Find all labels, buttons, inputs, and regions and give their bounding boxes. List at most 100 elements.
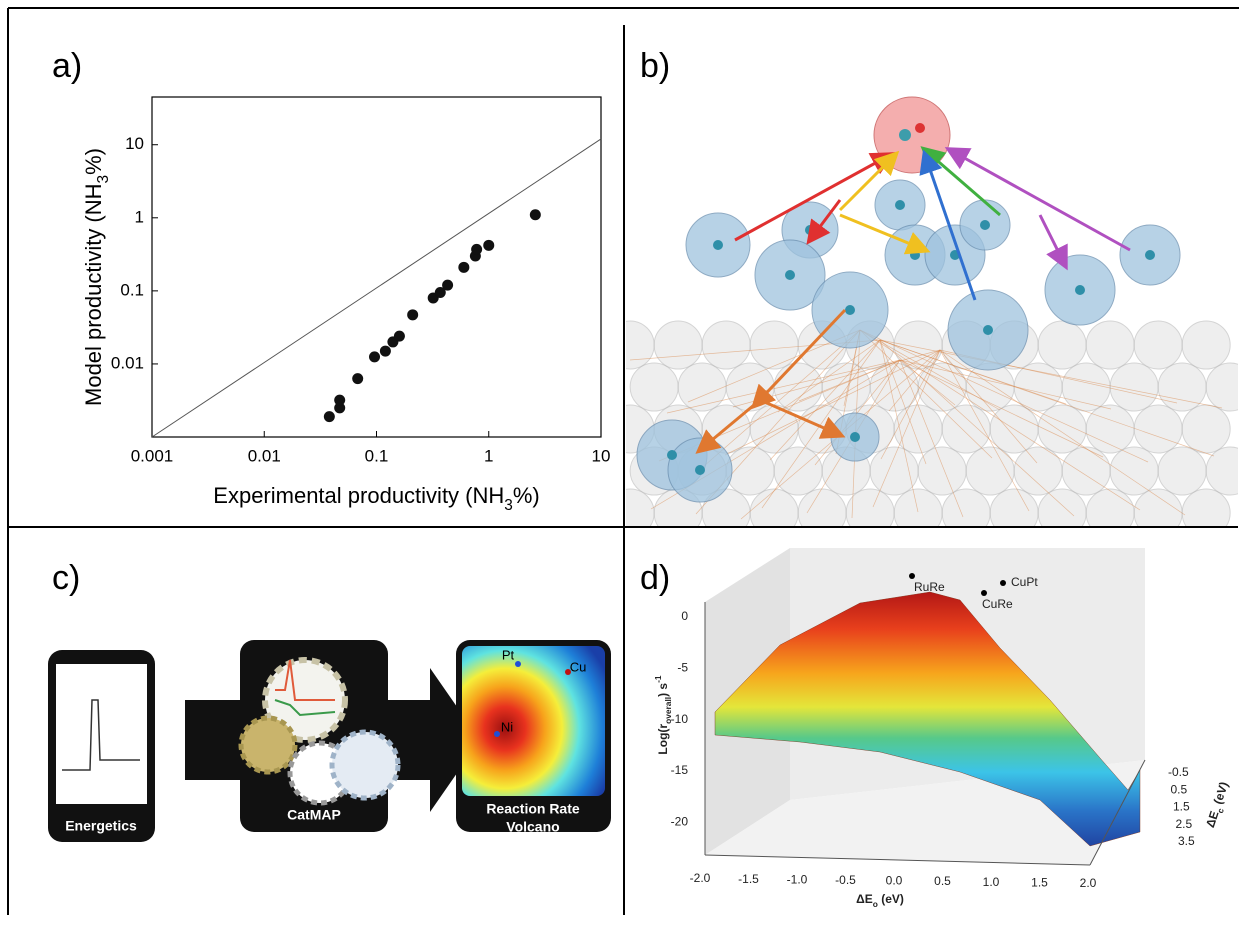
substrate-sphere <box>1182 405 1230 453</box>
z-axis-label-part: overall <box>663 697 673 724</box>
substrate-sphere <box>750 489 798 537</box>
substrate-sphere <box>1158 363 1206 411</box>
step-label: Energetics <box>65 818 137 834</box>
x-tick-label: 0.01 <box>248 446 281 465</box>
substrate-sphere <box>750 321 798 369</box>
x-axis-label: Experimental productivity (NH3%) <box>213 483 539 514</box>
substrate-sphere <box>894 489 942 537</box>
plot-frame <box>152 97 601 437</box>
data-point <box>458 262 469 273</box>
depth-tick-label: 3.5 <box>1178 834 1195 848</box>
substrate-sphere <box>1086 321 1134 369</box>
x-tick-label: 0.0 <box>886 874 903 888</box>
atom <box>1145 250 1155 260</box>
x-tick-label: 1.5 <box>1031 875 1048 889</box>
panel-label: b) <box>640 47 670 85</box>
substrate-sphere <box>726 447 774 495</box>
substrate-sphere <box>1086 489 1134 537</box>
substrate-sphere <box>846 489 894 537</box>
figure: a) b) c) d) Energetics CatMAP Reaction R… <box>0 0 1239 925</box>
step-label: CatMAP <box>287 807 341 823</box>
data-point <box>407 309 418 320</box>
x-axis-label-part: (eV) <box>878 892 904 906</box>
y-tick-label: 0.1 <box>120 280 144 299</box>
atom <box>713 240 723 250</box>
z-tick-label: 0 <box>681 609 688 623</box>
substrate-sphere <box>1086 405 1134 453</box>
depth-tick-label: 1.5 <box>1173 800 1190 814</box>
metal-label: Cu <box>570 659 587 674</box>
substrate-sphere <box>774 447 822 495</box>
z-axis-label-part: ) s <box>656 683 670 697</box>
step-label: Volcano <box>506 819 559 835</box>
atom <box>899 129 911 141</box>
x-tick-label: 0.001 <box>131 446 174 465</box>
substrate-sphere <box>870 447 918 495</box>
atom <box>845 305 855 315</box>
substrate-sphere <box>894 405 942 453</box>
substrate-sphere <box>1014 447 1062 495</box>
step-label: Reaction Rate <box>486 801 580 817</box>
substrate-sphere <box>702 321 750 369</box>
metal-label: Ni <box>501 719 513 734</box>
network-illustration <box>606 97 1239 537</box>
atom <box>980 220 990 230</box>
point-label: RuRe <box>914 580 945 594</box>
substrate-sphere <box>1062 363 1110 411</box>
data-point <box>530 209 541 220</box>
substrate-sphere <box>1062 447 1110 495</box>
substrate-sphere <box>630 363 678 411</box>
atom <box>1075 285 1085 295</box>
x-tick-label: 1.0 <box>983 875 1000 889</box>
atom <box>983 325 993 335</box>
substrate-sphere <box>1134 489 1182 537</box>
atom <box>850 432 860 442</box>
data-point <box>324 411 335 422</box>
x-axis-label-part: 3 <box>504 497 513 514</box>
y-tick-label: 0.01 <box>111 353 144 372</box>
atom <box>695 465 705 475</box>
data-point <box>442 280 453 291</box>
surface-illustration <box>705 548 1145 865</box>
substrate-sphere <box>942 405 990 453</box>
y-axis-label-part: %) <box>81 148 106 175</box>
z-tick-label: -15 <box>671 763 689 777</box>
atom <box>915 123 925 133</box>
z-tick-label: -10 <box>671 712 689 726</box>
substrate-sphere <box>918 447 966 495</box>
substrate-sphere <box>798 489 846 537</box>
substrate-sphere <box>606 489 654 537</box>
substrate-sphere <box>1134 321 1182 369</box>
x-tick-label: 0.5 <box>934 874 951 888</box>
x-tick-label: 2.0 <box>1080 876 1097 890</box>
y-tick-label: 10 <box>125 134 144 153</box>
reference-line <box>152 139 601 437</box>
substrate-sphere <box>1038 489 1086 537</box>
z-axis-label-part: -1 <box>653 675 663 683</box>
substrate-sphere <box>918 363 966 411</box>
substrate-sphere <box>990 489 1038 537</box>
x-tick-label: -1.0 <box>787 872 808 886</box>
y-axis-label: Model productivity (NH3%) <box>81 148 112 406</box>
substrate-sphere <box>654 321 702 369</box>
data-point <box>369 351 380 362</box>
substrate-sphere <box>942 489 990 537</box>
reaction-arrow <box>1040 215 1065 265</box>
x-axis-label-part: ΔE <box>856 892 873 906</box>
data-point <box>352 373 363 384</box>
panel-label: a) <box>52 47 82 85</box>
panel-label: c) <box>52 559 80 597</box>
x-axis-label: ΔEo (eV) <box>856 892 904 909</box>
atom <box>667 450 677 460</box>
x-tick-label: -1.5 <box>738 872 759 886</box>
depth-axis-label: ΔEc (eV) <box>1203 780 1234 830</box>
z-axis-label-part: Log(r <box>656 724 670 755</box>
substrate-sphere <box>606 321 654 369</box>
depth-tick-label: -0.5 <box>1168 765 1189 779</box>
x-tick-label: 0.1 <box>365 446 389 465</box>
reaction-arrow <box>925 150 1000 215</box>
data-point <box>334 395 345 406</box>
y-axis-label-part: Model productivity (NH <box>81 183 106 406</box>
data-point <box>394 331 405 342</box>
atom <box>895 200 905 210</box>
